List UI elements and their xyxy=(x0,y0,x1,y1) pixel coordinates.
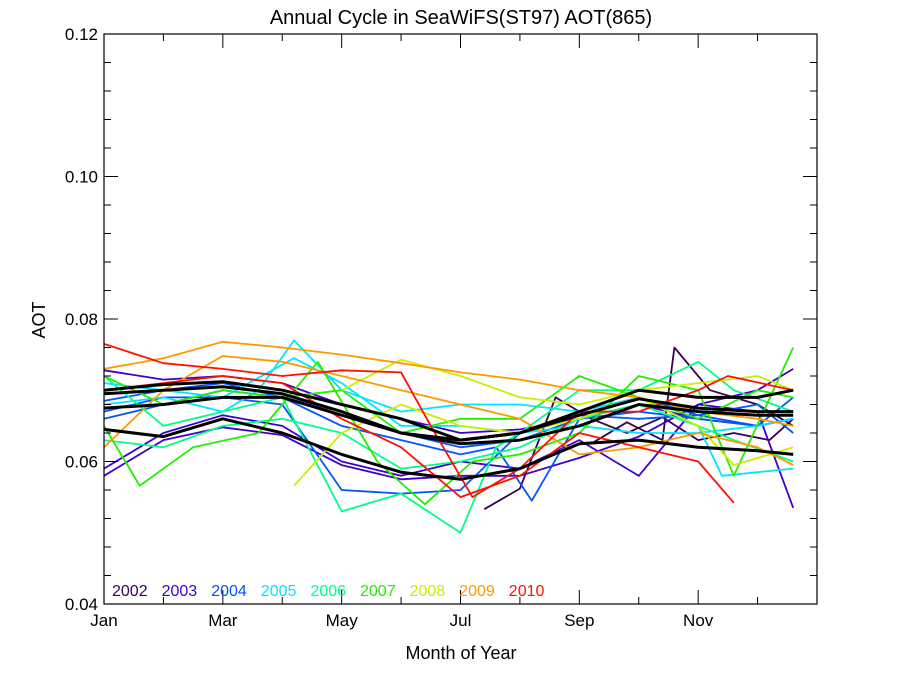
legend: 2002 2003 2004 2005 2006 2007 2008 2009 2010 xyxy=(112,583,544,600)
y-tick-label: 0.04 xyxy=(65,595,98,614)
legend-entry-2007: 2007 xyxy=(360,583,396,600)
x-tick-label: Mar xyxy=(208,611,238,630)
series-2008-line-1 xyxy=(293,396,794,487)
series-2009-line-2 xyxy=(103,355,794,466)
chart-title: Annual Cycle in SeaWiFS(ST97) AOT(865) xyxy=(270,7,652,29)
legend-entry-2004: 2004 xyxy=(211,583,247,600)
plot-frame xyxy=(103,33,818,605)
series-2007-line-1 xyxy=(103,347,795,506)
x-tick-label: Nov xyxy=(683,611,714,630)
y-tick-label: 0.08 xyxy=(65,310,98,329)
x-axis-label: Month of Year xyxy=(405,643,516,663)
x-tick-label: May xyxy=(326,611,359,630)
legend-entry-2008: 2008 xyxy=(410,583,446,600)
series-2007-line-2 xyxy=(103,375,794,434)
x-tick-label: Jul xyxy=(450,611,472,630)
legend-entry-2005: 2005 xyxy=(261,583,297,600)
x-tick-label: Sep xyxy=(564,611,594,630)
legend-entry-2010: 2010 xyxy=(509,583,545,600)
y-tick-label: 0.12 xyxy=(65,25,98,44)
series-mean-line-2 xyxy=(103,385,794,442)
legend-entry-2006: 2006 xyxy=(310,583,346,600)
axes: 0.04 0.06 0.08 0.10 0.12 Jan Mar May Jul Sep Nov xyxy=(65,25,818,630)
y-axis-label: AOT xyxy=(29,301,49,338)
series-mean-line-3 xyxy=(103,395,794,446)
legend-entry-2009: 2009 xyxy=(459,583,495,600)
series-2010-line-1 xyxy=(103,343,794,499)
series-2010-line-2 xyxy=(103,375,735,504)
y-tick-label: 0.06 xyxy=(65,453,98,472)
series-lines xyxy=(103,339,795,534)
series-2004-line-2 xyxy=(103,382,794,502)
legend-entry-2002: 2002 xyxy=(112,583,148,600)
y-tick-label: 0.10 xyxy=(65,168,98,187)
legend-entry-2003: 2003 xyxy=(162,583,198,600)
x-tick-label: Jan xyxy=(90,611,117,630)
series-mean-line-4 xyxy=(103,417,794,481)
